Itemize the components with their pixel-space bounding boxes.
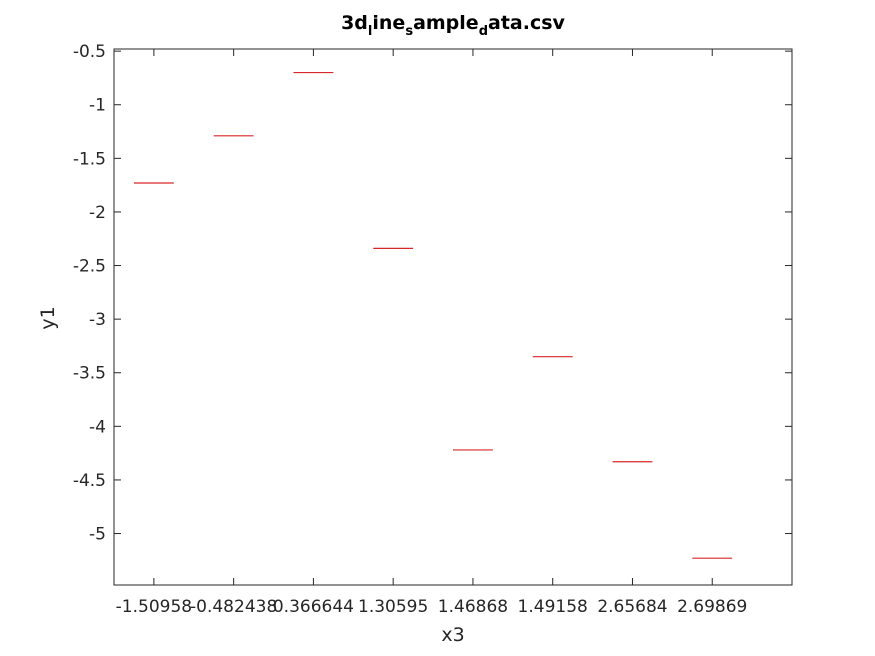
- y-tick-label: -2: [89, 203, 106, 223]
- x-tick-label: 1.30595: [358, 597, 428, 617]
- plot-area: [113, 48, 793, 586]
- y-tick-label: -2.5: [73, 257, 106, 277]
- x-tick-label: -0.482438: [190, 597, 277, 617]
- x-tick-label: 2.65684: [597, 597, 667, 617]
- x-axis-label: x3: [441, 624, 464, 646]
- y-tick-label: -0.5: [73, 42, 106, 62]
- y-axis-ticks: -0.5 -1 -1.5 -2 -2.5 -3 -3.5 -4 -4.5 -5: [73, 42, 792, 545]
- chart-title-subscript: s: [405, 24, 413, 39]
- chart-title-subscript: d: [479, 24, 488, 39]
- chart-title-part: ample: [413, 12, 479, 34]
- chart-title-part: 3d: [341, 12, 368, 34]
- x-tick-label: 0.366644: [273, 597, 354, 617]
- y-axis-label: y1: [37, 306, 59, 329]
- y-tick-label: -3: [89, 310, 106, 330]
- chart-title-part: ine: [372, 12, 405, 34]
- y-tick-label: -5: [89, 525, 106, 545]
- x-tick-label: 1.46868: [438, 597, 508, 617]
- chart-title-part: ata.csv: [488, 12, 566, 34]
- chart-title-subscript: l: [368, 24, 372, 39]
- x-tick-label: 2.69869: [677, 597, 747, 617]
- y-tick-label: -4.5: [73, 471, 106, 491]
- y-tick-label: -3.5: [73, 364, 106, 384]
- data-series: [133, 71, 733, 559]
- chart-title: 3dlinesampledata.csv: [341, 12, 565, 39]
- x-tick-label: -1.50958: [116, 597, 192, 617]
- y-tick-label: -1.5: [73, 149, 106, 169]
- x-tick-label: 1.49158: [518, 597, 588, 617]
- y-tick-label: -4: [89, 417, 106, 437]
- y-tick-label: -1: [89, 96, 106, 116]
